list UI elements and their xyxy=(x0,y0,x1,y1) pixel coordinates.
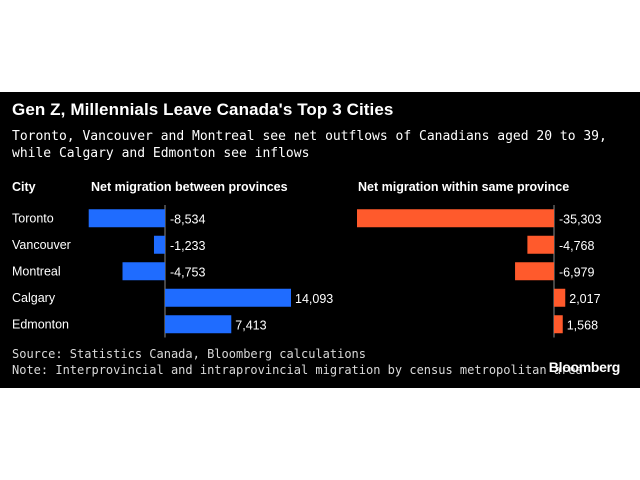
value-label-between-provinces: -1,233 xyxy=(170,239,205,253)
category-label: Toronto xyxy=(12,211,54,225)
bar-within-province-toronto xyxy=(357,209,554,228)
category-header: City xyxy=(12,180,36,194)
value-label-between-provinces: 14,093 xyxy=(295,292,333,306)
chart-title: Gen Z, Millennials Leave Canada's Top 3 … xyxy=(12,100,394,119)
bar-between-provinces-calgary xyxy=(165,288,291,307)
methodology-note: Note: Interprovincial and intraprovincia… xyxy=(12,363,583,377)
bar-within-province-vancouver xyxy=(527,235,554,254)
bar-between-provinces-toronto xyxy=(88,209,165,228)
value-label-within-province: 2,017 xyxy=(569,292,600,306)
value-label-within-province: -35,303 xyxy=(559,212,601,226)
chart-subtitle: Toronto, Vancouver and Montreal see net … xyxy=(12,129,607,161)
bar-between-provinces-vancouver xyxy=(153,235,165,254)
series-header-within-province: Net migration within same province xyxy=(358,180,569,194)
bar-within-province-edmonton xyxy=(554,315,563,334)
value-label-between-provinces: -8,534 xyxy=(170,212,205,226)
category-label: Montreal xyxy=(12,264,61,278)
value-label-within-province: -6,979 xyxy=(559,265,594,279)
category-label: Calgary xyxy=(12,291,56,305)
category-label: Vancouver xyxy=(12,238,71,252)
value-label-within-province: -4,768 xyxy=(559,239,594,253)
bar-between-provinces-edmonton xyxy=(165,315,232,334)
migration-chart: City Net migration between provinces -8,53… xyxy=(12,180,601,338)
category-label: Edmonton xyxy=(12,317,69,331)
value-label-between-provinces: -4,753 xyxy=(170,265,205,279)
series-header-between-provinces: Net migration between provinces xyxy=(91,180,288,194)
bar-between-provinces-montreal xyxy=(122,262,165,281)
value-label-between-provinces: 7,413 xyxy=(235,318,266,332)
footer: Source: Statistics Canada, Bloomberg cal… xyxy=(12,346,583,378)
source-note: Source: Statistics Canada, Bloomberg cal… xyxy=(12,347,367,361)
chart-card: Gen Z, Millennials Leave Canada's Top 3 … xyxy=(0,92,640,388)
bar-within-province-montreal xyxy=(515,262,554,281)
value-label-within-province: 1,568 xyxy=(567,318,598,332)
brand-logo: Bloomberg xyxy=(548,359,621,375)
bar-within-province-calgary xyxy=(554,288,566,307)
